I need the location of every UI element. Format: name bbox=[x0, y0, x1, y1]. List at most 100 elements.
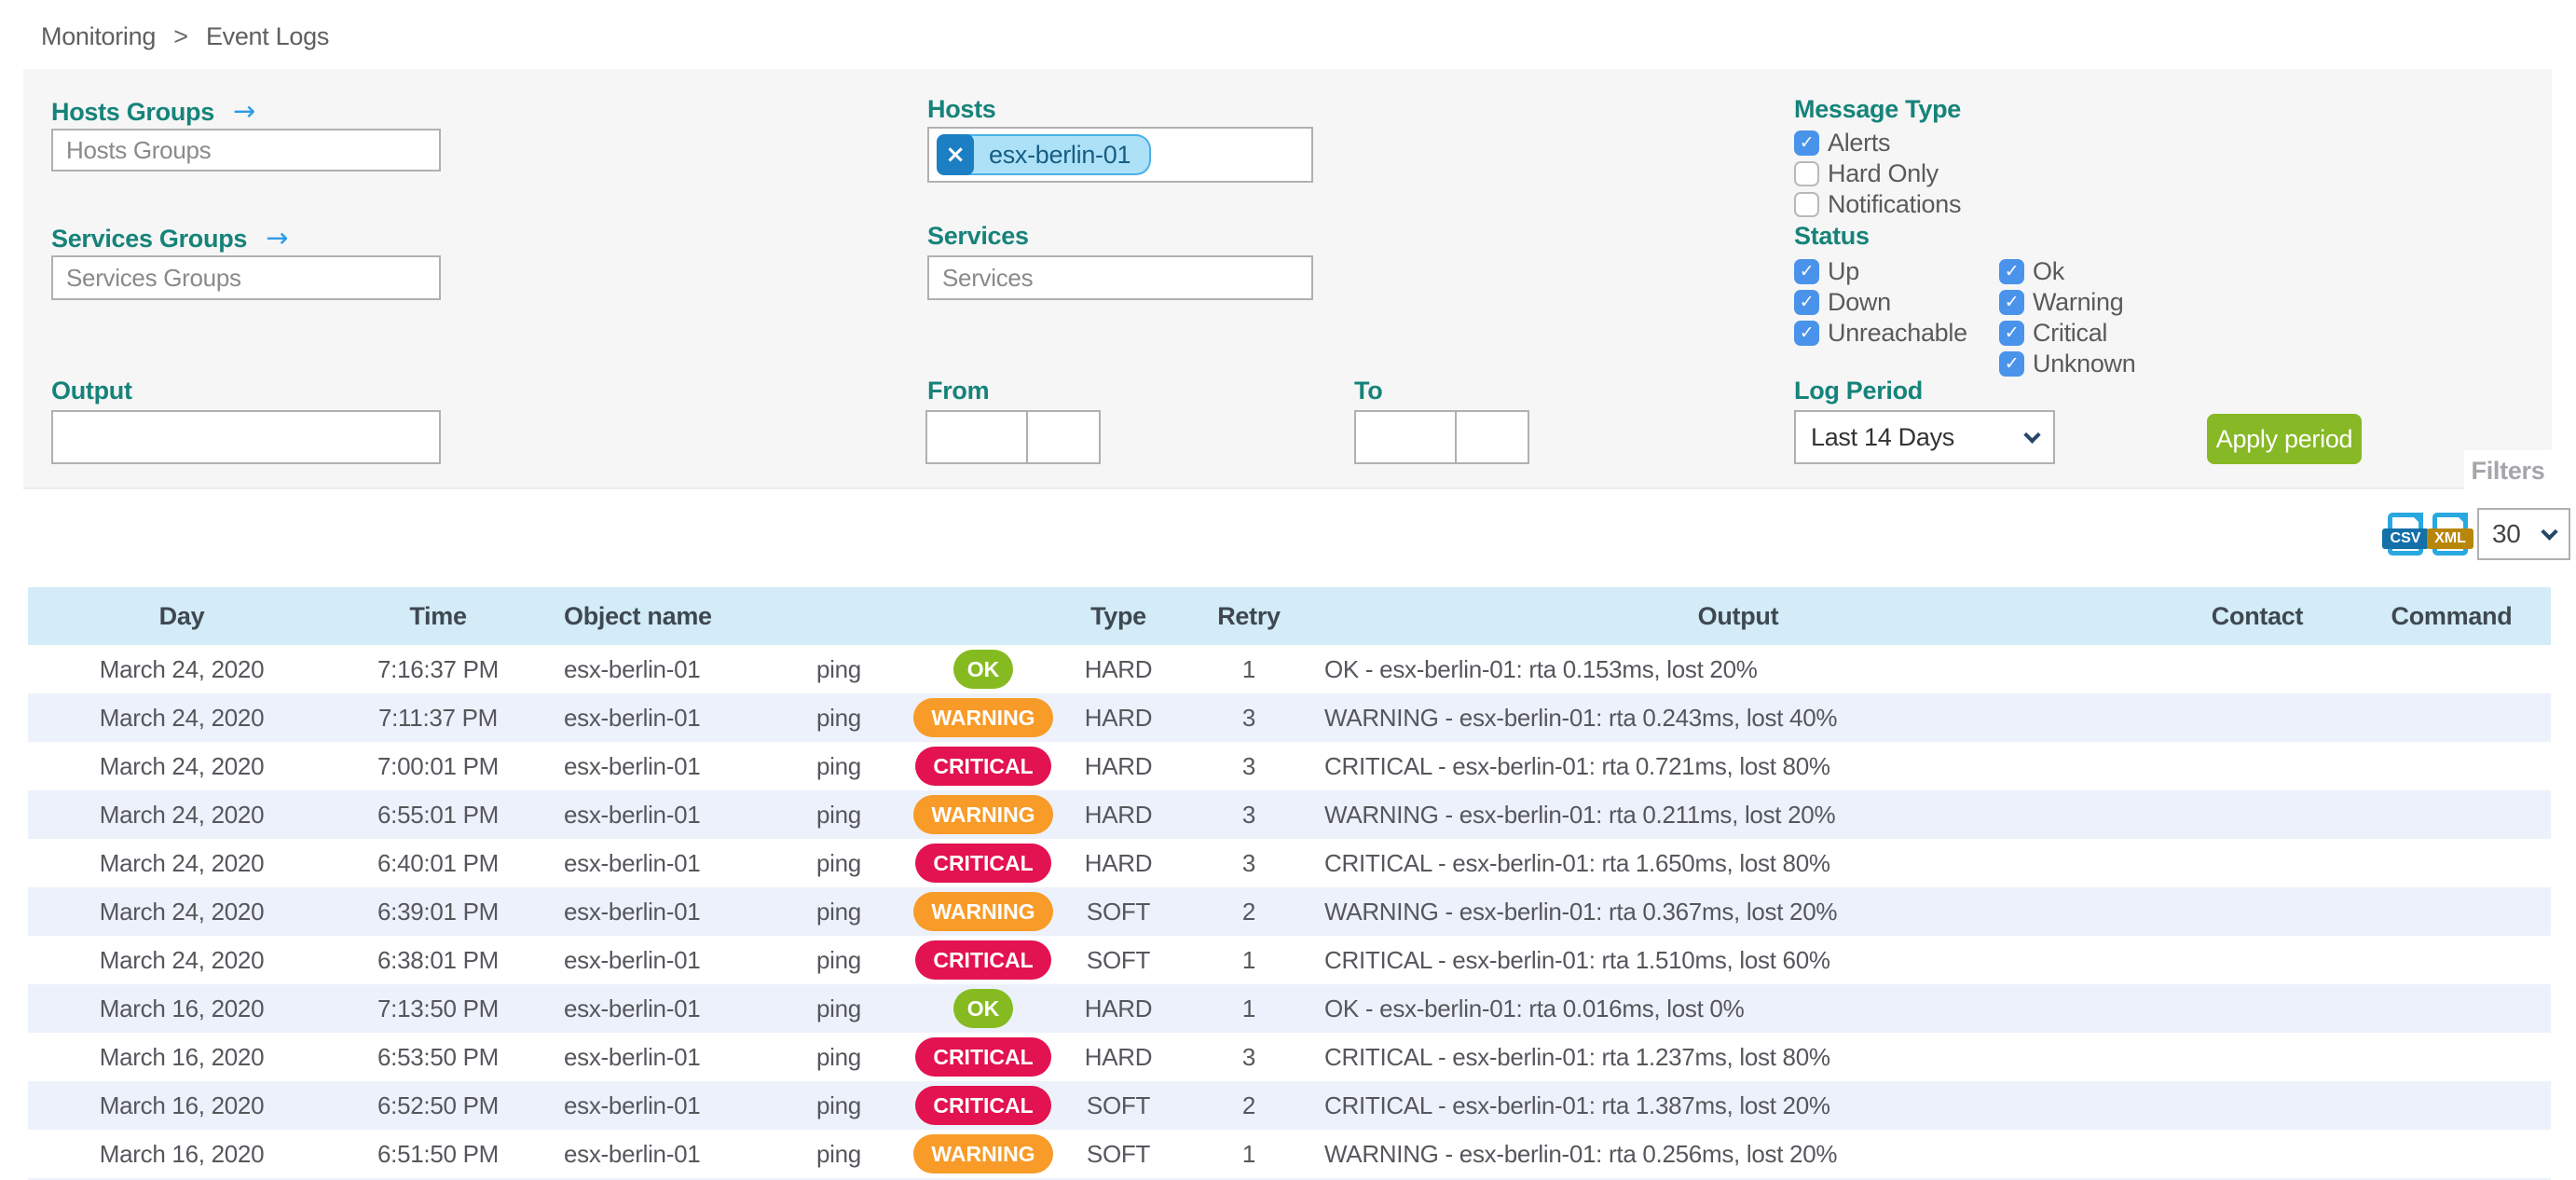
message-type-option-notifications[interactable]: Notifications bbox=[1794, 190, 1961, 218]
cell-time: 6:39:01 PM bbox=[377, 897, 499, 926]
hosts-selected-chip[interactable]: × esx-berlin-01 bbox=[937, 134, 1152, 175]
from-date-input[interactable] bbox=[925, 410, 1028, 464]
cell-day: March 16, 2020 bbox=[99, 1139, 265, 1168]
page-size-select[interactable]: 30 bbox=[2477, 508, 2570, 560]
cell-time: 6:38:01 PM bbox=[377, 945, 499, 974]
message-type-checkbox-alerts[interactable]: ✓ bbox=[1794, 130, 1819, 156]
cell-retry: 1 bbox=[1241, 1139, 1256, 1168]
log-period-label: Log Period bbox=[1794, 377, 1923, 405]
cell-object: esx-berlin-01 bbox=[564, 1091, 701, 1119]
status-badge: OK bbox=[952, 650, 1014, 689]
message-type-checkbox-hard-only[interactable] bbox=[1794, 160, 1819, 186]
status-checkbox-unreachable[interactable]: ✓ bbox=[1794, 320, 1819, 346]
cell-day: March 16, 2020 bbox=[99, 1042, 265, 1071]
cell-retry: 1 bbox=[1241, 994, 1256, 1022]
message-type-label-alerts: Alerts bbox=[1828, 128, 1891, 157]
cell-service: ping bbox=[816, 945, 861, 974]
breadcrumb-separator: > bbox=[173, 22, 188, 50]
cell-object: esx-berlin-01 bbox=[564, 1042, 701, 1071]
status-option-warning[interactable]: ✓ Warning bbox=[1999, 288, 2135, 316]
cell-type: SOFT bbox=[1086, 897, 1151, 926]
status-label-up: Up bbox=[1828, 256, 1859, 285]
event-log-row: March 16, 2020 7:13:50 PM esx-berlin-01 pin… bbox=[28, 984, 2551, 1033]
export-xml-icon[interactable]: XML bbox=[2427, 513, 2473, 556]
status-option-unreachable[interactable]: ✓ Unreachable bbox=[1794, 319, 1967, 347]
status-badge: CRITICAL bbox=[915, 1086, 1051, 1125]
xml-file-band: XML bbox=[2427, 528, 2473, 549]
cell-output: WARNING - esx-berlin-01: rta 0.256ms, lo… bbox=[1324, 1139, 1838, 1168]
status-badge: OK bbox=[952, 989, 1014, 1028]
status-label-ok: Ok bbox=[2033, 256, 2064, 285]
status-option-unknown[interactable]: ✓ Unknown bbox=[1999, 350, 2136, 377]
to-time-input[interactable] bbox=[1455, 410, 1529, 464]
message-type-option-alerts[interactable]: ✓ Alerts bbox=[1794, 129, 1961, 157]
status-option-ok[interactable]: ✓ Ok bbox=[1999, 257, 2135, 285]
status-checkbox-up[interactable]: ✓ bbox=[1794, 258, 1819, 284]
breadcrumb-item-monitoring[interactable]: Monitoring bbox=[41, 22, 157, 50]
cell-retry: 3 bbox=[1241, 848, 1256, 877]
breadcrumb: Monitoring > Event Logs bbox=[41, 22, 329, 51]
cell-status: WARNING bbox=[913, 892, 1053, 931]
cell-status: WARNING bbox=[913, 698, 1053, 737]
cell-retry: 1 bbox=[1241, 945, 1256, 974]
cell-retry: 3 bbox=[1241, 751, 1256, 780]
cell-object: esx-berlin-01 bbox=[564, 848, 701, 877]
cell-output: OK - esx-berlin-01: rta 0.153ms, lost 20… bbox=[1324, 654, 1758, 683]
breadcrumb-item-event-logs[interactable]: Event Logs bbox=[205, 22, 330, 50]
filter-panel: Hosts Groups→ Services Groups→ Output Ho… bbox=[23, 69, 2552, 491]
services-groups-expand-arrow-icon[interactable]: → bbox=[266, 222, 289, 254]
cell-object: esx-berlin-01 bbox=[564, 654, 701, 683]
cell-day: March 24, 2020 bbox=[99, 848, 265, 877]
status-label: Status bbox=[1794, 222, 1870, 250]
export-csv-icon[interactable]: CSV bbox=[2382, 513, 2429, 556]
cell-time: 6:51:50 PM bbox=[377, 1139, 499, 1168]
cell-type: HARD bbox=[1084, 1042, 1153, 1071]
status-badge: CRITICAL bbox=[915, 844, 1051, 883]
header-output: Output bbox=[1697, 601, 1779, 630]
status-badge: WARNING bbox=[913, 892, 1053, 931]
services-groups-label: Services Groups → bbox=[51, 222, 289, 254]
message-type-label-notifications: Notifications bbox=[1828, 189, 1962, 218]
cell-time: 7:11:37 PM bbox=[377, 703, 499, 732]
services-label: Services bbox=[927, 222, 1029, 250]
event-log-row: March 16, 2020 6:51:50 PM esx-berlin-01 pin… bbox=[28, 1130, 2551, 1178]
status-label-critical: Critical bbox=[2033, 318, 2108, 347]
cell-time: 7:13:50 PM bbox=[377, 994, 499, 1022]
status-badge: CRITICAL bbox=[915, 940, 1051, 980]
log-period-select[interactable]: Last 14 Days bbox=[1794, 410, 2055, 464]
cell-output: CRITICAL - esx-berlin-01: rta 1.237ms, l… bbox=[1324, 1042, 1830, 1071]
message-type-checkbox-notifications[interactable] bbox=[1794, 191, 1819, 217]
services-groups-input[interactable] bbox=[51, 255, 441, 300]
apply-period-button[interactable]: Apply period bbox=[2207, 414, 2362, 464]
services-input[interactable] bbox=[927, 255, 1313, 300]
hosts-groups-input[interactable] bbox=[51, 129, 441, 172]
cell-service: ping bbox=[816, 1091, 861, 1119]
cell-type: HARD bbox=[1084, 703, 1153, 732]
hosts-input[interactable]: × esx-berlin-01 bbox=[927, 127, 1313, 183]
hosts-groups-expand-arrow-icon[interactable]: → bbox=[232, 95, 255, 127]
status-checkbox-down[interactable]: ✓ bbox=[1794, 289, 1819, 315]
to-date-input[interactable] bbox=[1354, 410, 1457, 464]
message-type-label: Message Type bbox=[1794, 95, 1961, 123]
cell-retry: 1 bbox=[1241, 654, 1256, 683]
status-checkbox-warning[interactable]: ✓ bbox=[1999, 289, 2024, 315]
message-type-option-hard-only[interactable]: Hard Only bbox=[1794, 159, 1961, 187]
status-checkbox-critical[interactable]: ✓ bbox=[1999, 320, 2024, 346]
status-option-critical[interactable]: ✓ Critical bbox=[1999, 319, 2135, 347]
output-input[interactable] bbox=[51, 410, 441, 464]
status-checkbox-unknown[interactable]: ✓ bbox=[1999, 350, 2024, 377]
filters-toggle-tab[interactable]: Filters bbox=[2464, 450, 2552, 491]
status-option-down[interactable]: ✓ Down bbox=[1794, 288, 1967, 316]
output-label: Output bbox=[51, 377, 132, 405]
cell-status: OK bbox=[913, 650, 1053, 689]
cell-status: WARNING bbox=[913, 795, 1053, 834]
from-time-input[interactable] bbox=[1026, 410, 1101, 464]
status-checkbox-ok[interactable]: ✓ bbox=[1999, 258, 2024, 284]
cell-time: 7:00:01 PM bbox=[377, 751, 499, 780]
cell-output: WARNING - esx-berlin-01: rta 0.367ms, lo… bbox=[1324, 897, 1838, 926]
chip-remove-icon[interactable]: × bbox=[937, 134, 974, 175]
cell-type: SOFT bbox=[1086, 1091, 1151, 1119]
cell-output: WARNING - esx-berlin-01: rta 0.211ms, lo… bbox=[1324, 800, 1836, 829]
status-option-up[interactable]: ✓ Up bbox=[1794, 257, 1967, 285]
event-log-row: March 24, 2020 7:16:37 PM esx-berlin-01 pin… bbox=[28, 645, 2551, 693]
